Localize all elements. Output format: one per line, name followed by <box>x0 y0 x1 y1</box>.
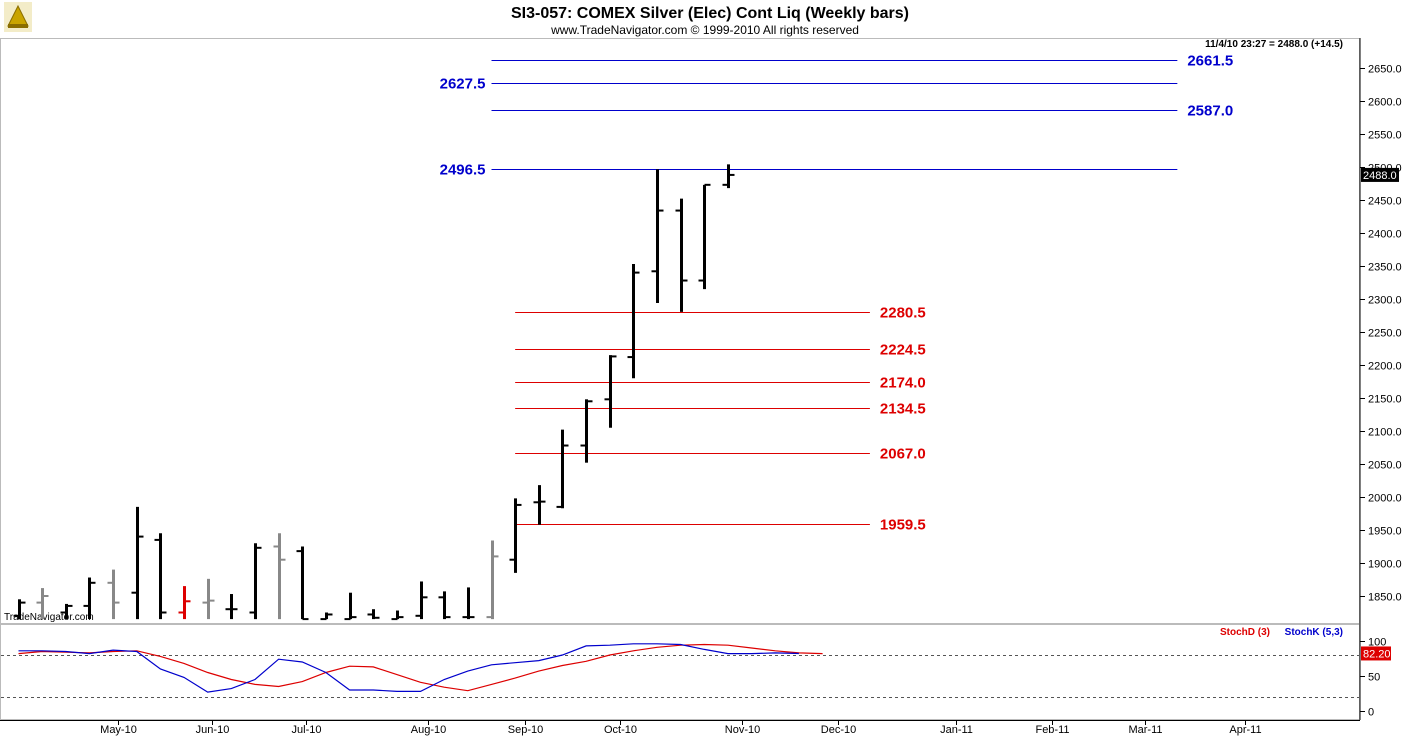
ohlc-bar <box>131 506 144 620</box>
ohlc-bar <box>344 592 357 621</box>
ohlc-bar <box>698 183 711 290</box>
stoch-legend-k: StochK (5,3) <box>1285 627 1343 638</box>
stoch-last-label: 82.20 <box>1363 648 1391 660</box>
price-bars <box>13 164 735 621</box>
price-levels: 2661.5 2627.5 2587.0 2496.5 2280.5 2224.5 2174… <box>440 53 1234 534</box>
x-tick-label: Jun-10 <box>196 724 230 736</box>
level-label-2224.5: 2224.5 <box>880 342 926 359</box>
last-price-label: 2488.0 <box>1363 170 1397 182</box>
ohlc-bar <box>178 586 191 620</box>
level-label-2661.5: 2661.5 <box>1187 53 1233 70</box>
ohlc-bar <box>202 578 215 620</box>
x-tick-label: Jul-10 <box>292 724 322 736</box>
ohlc-bar <box>225 594 238 620</box>
x-tick-label: Dec-10 <box>821 724 856 736</box>
price-axis: 1850.0 1900.0 1950.0 2000.0 2050.0 2100.0 2150… <box>1360 64 1402 604</box>
ohlc-bar <box>651 169 664 303</box>
price-tick-label: 2300.0 <box>1368 295 1402 307</box>
ohlc-bar <box>438 591 451 620</box>
ohlc-bar <box>273 533 286 620</box>
ohlc-bar <box>367 609 380 620</box>
level-label-2587.0: 2587.0 <box>1187 103 1233 120</box>
ohlc-bar <box>391 610 404 621</box>
stoch-series-line <box>18 643 799 693</box>
ohlc-bar <box>486 540 499 620</box>
ohlc-bar <box>36 588 49 620</box>
price-tick-label: 2400.0 <box>1368 229 1402 241</box>
stoch-tick-label: 50 <box>1368 672 1380 684</box>
chart-title: SI3-057: COMEX Silver (Elec) Cont Liq (W… <box>511 5 909 22</box>
level-label-2496.5: 2496.5 <box>440 162 486 179</box>
ohlc-bar <box>580 399 593 463</box>
price-tick-label: 2150.0 <box>1368 394 1402 406</box>
ohlc-bar <box>13 599 26 620</box>
price-tick-label: 2200.0 <box>1368 361 1402 373</box>
ohlc-bar <box>107 569 120 620</box>
price-tick-label: 2450.0 <box>1368 196 1402 208</box>
watermark: TradeNavigator.com <box>4 612 94 623</box>
price-panel-frame <box>0 38 1360 624</box>
price-tick-label: 1900.0 <box>1368 559 1402 571</box>
price-tick-label: 2550.0 <box>1368 130 1402 142</box>
stoch-tick-label: 100 <box>1368 637 1386 649</box>
ohlc-bar <box>320 612 333 621</box>
level-label-2280.5: 2280.5 <box>880 305 926 322</box>
stoch-series-line <box>18 643 823 692</box>
price-tick-label: 2100.0 <box>1368 427 1402 439</box>
x-tick-label: Jan-11 <box>940 724 973 736</box>
price-tick-label: 2050.0 <box>1368 460 1402 472</box>
price-tick-label: 2650.0 <box>1368 64 1402 76</box>
stochastic-panel: 0 50 100 StochD (3) StochK (5,3) 82.20 <box>1 627 1391 719</box>
level-label-2627.5: 2627.5 <box>440 76 486 93</box>
stoch-panel-frame <box>0 624 1360 720</box>
last-price-box <box>1361 167 1399 182</box>
ohlc-bar <box>722 164 735 189</box>
quote-readout: 11/4/10 23:27 = 2488.0 (+14.5) <box>1205 39 1343 50</box>
price-tick-label: 1850.0 <box>1368 592 1402 604</box>
price-tick-label: 2000.0 <box>1368 493 1402 505</box>
stoch-tick-label: 0 <box>1368 707 1374 719</box>
price-tick-label: 2600.0 <box>1368 97 1402 109</box>
ohlc-bar <box>675 198 688 312</box>
ohlc-bar <box>627 264 640 379</box>
ohlc-bar <box>533 485 546 525</box>
ohlc-bar <box>154 533 167 620</box>
x-tick-label: Feb-11 <box>1035 724 1069 736</box>
price-tick-label: 1950.0 <box>1368 526 1402 538</box>
ohlc-bar <box>415 581 428 620</box>
ohlc-bar <box>462 587 475 620</box>
x-tick-label: Oct-10 <box>604 724 637 736</box>
x-tick-label: Sep-10 <box>508 724 543 736</box>
x-tick-label: Apr-11 <box>1229 724 1261 736</box>
ohlc-bar <box>556 429 569 509</box>
ohlc-bar <box>509 498 522 573</box>
ohlc-bar <box>249 543 262 620</box>
x-tick-label: Aug-10 <box>411 724 446 736</box>
stoch-legend-d: StochD (3) <box>1220 627 1270 638</box>
stoch-last-box <box>1361 646 1391 661</box>
level-label-1959.5: 1959.5 <box>880 517 926 534</box>
x-tick-label: May-10 <box>100 724 137 736</box>
chart-subtitle: www.TradeNavigator.com © 1999-2010 All r… <box>550 23 859 37</box>
ohlc-bar <box>83 577 96 620</box>
ohlc-bar <box>604 355 617 428</box>
ohlc-bar <box>296 546 309 621</box>
level-label-2067.0: 2067.0 <box>880 446 926 463</box>
ohlc-bar <box>60 603 73 620</box>
price-tick-label: 2350.0 <box>1368 262 1402 274</box>
level-label-2174.0: 2174.0 <box>880 375 926 392</box>
level-label-2134.5: 2134.5 <box>880 401 926 418</box>
price-tick-label: 2250.0 <box>1368 328 1402 340</box>
x-tick-label: Nov-10 <box>725 724 760 736</box>
x-tick-label: Mar-11 <box>1128 724 1162 736</box>
tradenavigator-logo-icon <box>4 2 32 32</box>
x-axis: May-10 Jun-10 Jul-10 Aug-10 Sep-10 Oct-10 Nov-… <box>0 720 1360 736</box>
